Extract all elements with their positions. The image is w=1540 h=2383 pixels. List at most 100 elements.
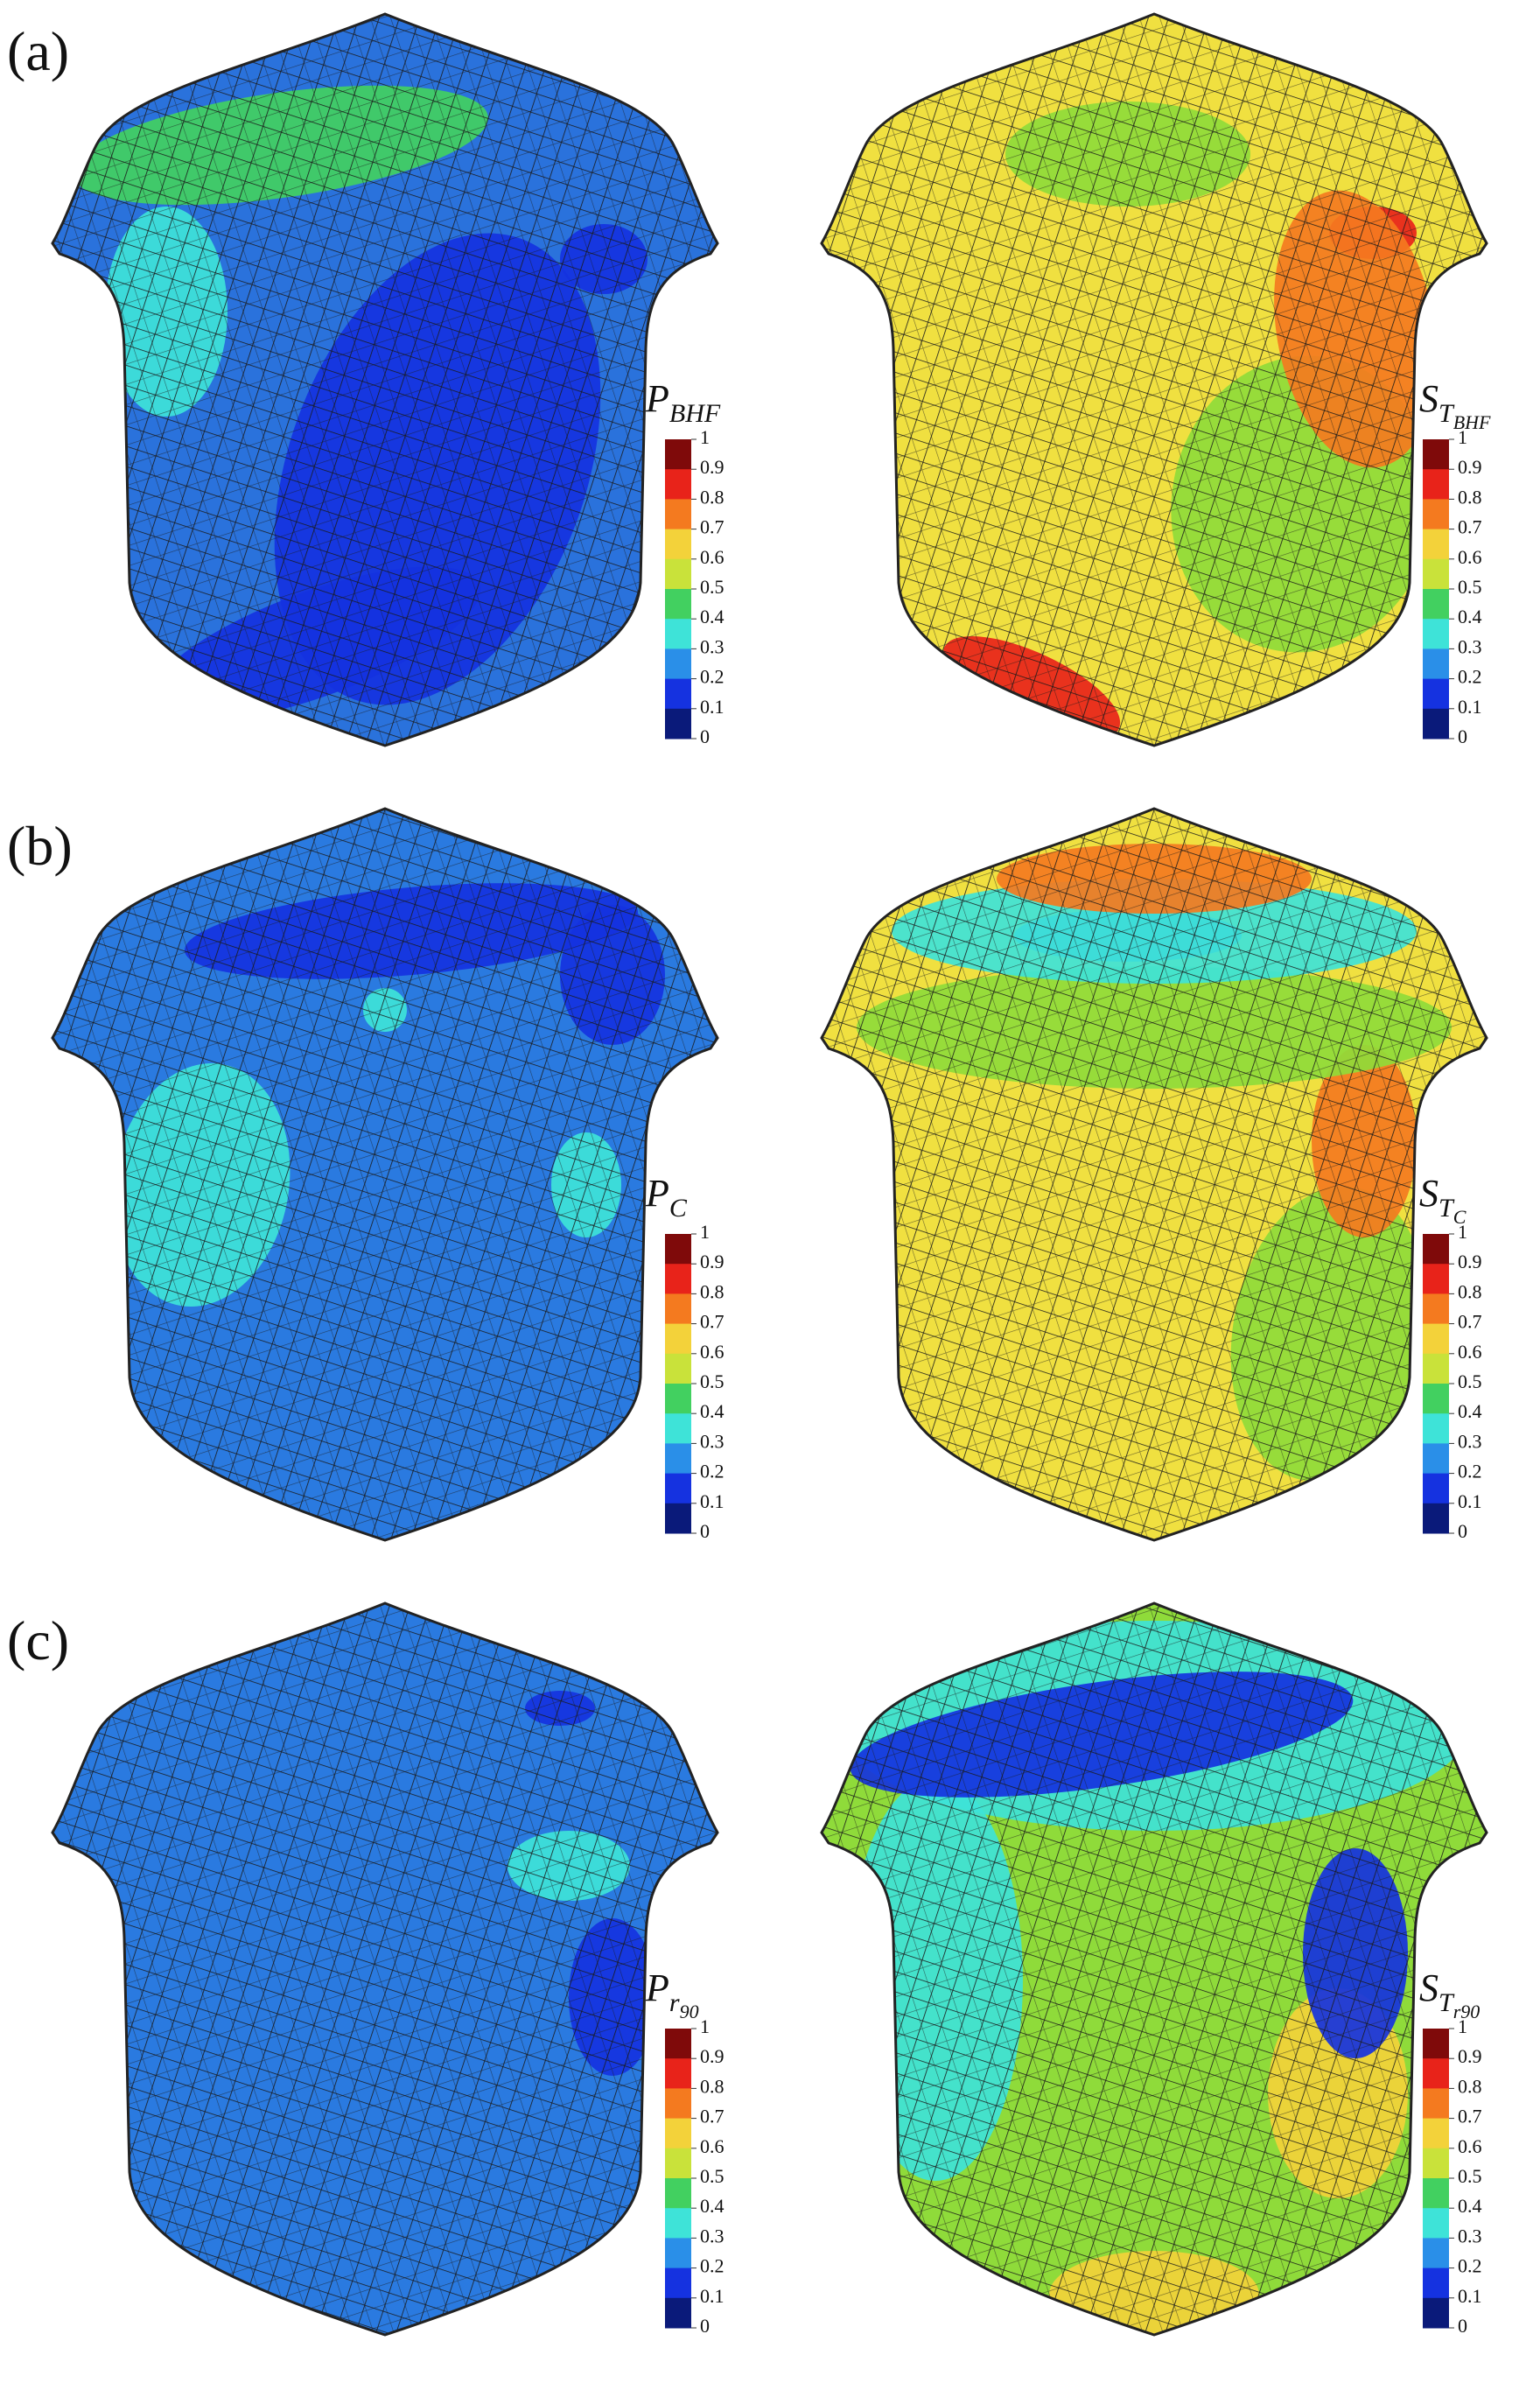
colorbar-segment	[665, 1293, 691, 1325]
colorbar-tick-label: 0.6	[1458, 1341, 1482, 1363]
colorbar-segment	[665, 678, 691, 710]
colorbar-segment	[665, 2297, 691, 2329]
contour-region	[192, 2296, 298, 2328]
colorbar-segment	[1423, 1473, 1449, 1504]
colorbar-segment	[1423, 678, 1449, 710]
colorbar-tick-label: 1	[1458, 426, 1467, 448]
colorbar-tick-label: 0.6	[700, 546, 724, 568]
colorbar-tick-label: 0.8	[700, 2075, 724, 2097]
colorbar-tick-label: 0.5	[1458, 1370, 1482, 1392]
contour-fill	[52, 14, 718, 746]
colorbar-segment	[665, 2267, 691, 2299]
outline	[51, 12, 719, 747]
colorbar-tick-label: 0.6	[700, 2135, 724, 2157]
colorbar-segment	[1423, 1503, 1449, 1534]
panel-label: (b)	[7, 815, 73, 877]
colorbar-segment	[665, 469, 691, 500]
contour-fill	[52, 809, 718, 1540]
colorbar-segment	[665, 2058, 691, 2089]
colorbar-tick-label: 0.2	[1458, 2255, 1482, 2277]
colorbar-tick-label: 0.1	[1458, 1490, 1482, 1512]
colorbar-tick-label: 0.9	[1458, 456, 1482, 478]
mesh	[822, 1603, 1487, 2335]
colorbar-tick-label: 0.2	[700, 1461, 724, 1482]
colorbar-tick-label: 0	[1458, 1520, 1467, 1542]
colorbar-segment	[665, 1234, 691, 1265]
colorbar-tick-label: 1	[700, 1221, 710, 1243]
colorbar-segment	[1423, 469, 1449, 500]
colorbar-tick-label: 0.1	[700, 696, 724, 718]
colorbar-tick-label: 0.2	[700, 666, 724, 688]
colorbar-tick-label: 0.1	[1458, 696, 1482, 718]
colorbar-tick-label: 0.4	[1458, 1400, 1482, 1422]
colorbar-tick-label: 0.9	[700, 1251, 724, 1272]
colorbar-segment	[1423, 1234, 1449, 1265]
colorbar-tick-label: 0.4	[1458, 2195, 1482, 2217]
colorbar-segment	[1423, 708, 1449, 739]
colorbar-tick-label: 0.3	[1458, 2225, 1482, 2246]
colorbar-title: STBHF	[1419, 377, 1491, 433]
colorbar-segment	[665, 708, 691, 739]
colorbar-title: STC	[1419, 1172, 1466, 1228]
colorbar-segment	[665, 1264, 691, 1294]
colorbar-tick-label: 0.2	[700, 2255, 724, 2277]
subsubscript: 90	[680, 2001, 699, 2022]
colorbar-tick-label: 0.6	[1458, 2135, 1482, 2157]
subscript: T	[1438, 1194, 1455, 1223]
subsubscript: C	[1453, 1206, 1466, 1228]
symbol: S	[1419, 1966, 1438, 2009]
colorbar-tick-label: 0.7	[700, 1311, 724, 1333]
subscript: T	[1438, 1988, 1455, 2017]
colorbar-segment	[665, 439, 691, 470]
colorbar-segment	[1423, 1323, 1449, 1355]
colorbar-tick-label: 0.3	[1458, 1430, 1482, 1452]
colorbar-tick-label: 0.5	[700, 576, 724, 598]
colorbar-tick-label: 0.2	[1458, 1461, 1482, 1482]
colorbar-segment	[1423, 2088, 1449, 2120]
colorbar-tick-label: 0.5	[1458, 576, 1482, 598]
colorbar-segment	[665, 619, 691, 649]
colorbar-segment	[1423, 1384, 1449, 1414]
colorbar-segment	[1423, 529, 1449, 560]
contour-fill	[822, 14, 1487, 746]
colorbar-segment	[665, 2238, 691, 2269]
colorbar-tick-label: 0	[700, 1520, 710, 1542]
colorbar-tick-label: 1	[700, 426, 710, 448]
colorbar-tick-label: 0.5	[700, 1370, 724, 1392]
outline	[51, 1602, 719, 2337]
colorbar-segment	[665, 1503, 691, 1534]
panel-label: (a)	[7, 20, 69, 82]
mesh	[52, 14, 718, 746]
colorbar-tick-label: 0.4	[700, 2195, 724, 2217]
colorbar-title: Pr90	[645, 1966, 699, 2022]
colorbar-tick-label: 0.7	[700, 2106, 724, 2127]
subscript: r	[669, 1988, 680, 2017]
colorbar-tick-label: 1	[1458, 2015, 1467, 2037]
outline	[51, 807, 719, 1542]
colorbar-tick-label: 0.1	[700, 1490, 724, 1512]
colorbar-segment	[665, 1353, 691, 1384]
colorbar-segment	[1423, 1353, 1449, 1384]
panel-label: (c)	[7, 1609, 69, 1672]
colorbar-segment	[665, 2148, 691, 2179]
colorbar-tick-label: 0.2	[1458, 666, 1482, 688]
colorbar-tick-label: 0.8	[700, 486, 724, 508]
subsubscript: BHF	[1453, 411, 1491, 433]
colorbar-segment	[665, 558, 691, 590]
colorbar-tick-label: 0.3	[700, 1430, 724, 1452]
colorbar-segment	[1423, 2297, 1449, 2329]
mesh	[822, 809, 1487, 1540]
colorbar-tick-label: 0.7	[1458, 516, 1482, 538]
colorbar-segment	[665, 589, 691, 620]
colorbar-segment	[1423, 558, 1449, 590]
colorbar-segment	[665, 2208, 691, 2239]
colorbar-segment	[1423, 2029, 1449, 2059]
colorbar-tick-label: 1	[1458, 1221, 1467, 1243]
colorbar-tick-label: 0.4	[700, 606, 724, 627]
colorbar-segment	[1423, 499, 1449, 530]
